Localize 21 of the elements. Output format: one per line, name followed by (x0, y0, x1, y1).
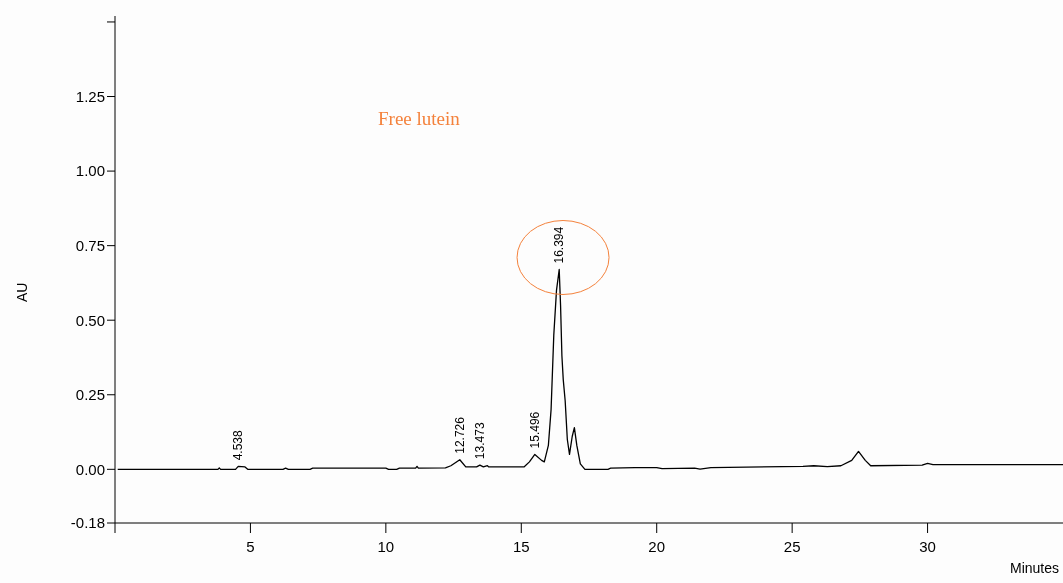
y-tick-label: 0.75 (75, 236, 105, 254)
y-tick-label: 1.25 (75, 87, 105, 105)
x-tick-label: 30 (919, 537, 936, 555)
annotation: 16.394 (552, 226, 567, 264)
y-tick-label: 1.00 (75, 162, 105, 180)
y-axis-title: AU (14, 282, 30, 302)
annotation: 15.496 (527, 411, 542, 449)
y-tick-label: 0.25 (75, 386, 105, 404)
y-tick-label: 0.00 (75, 460, 105, 478)
x-tick-label: 10 (377, 537, 395, 555)
x-axis-title: Minutes (1009, 560, 1059, 576)
x-tick-label: 5 (246, 537, 255, 555)
x-tick-label: 15 (512, 537, 530, 555)
annotation: 12.726 (452, 416, 467, 454)
annotation: 13.473 (472, 422, 487, 460)
x-tick-label: 20 (648, 537, 666, 555)
y-tick-label: -0.18 (70, 514, 105, 532)
y-tick-label: 0.50 (75, 311, 105, 329)
x-tick-label: 25 (783, 537, 801, 555)
annotation: Free lutein (378, 108, 460, 130)
annotation: 4.538 (230, 429, 245, 461)
